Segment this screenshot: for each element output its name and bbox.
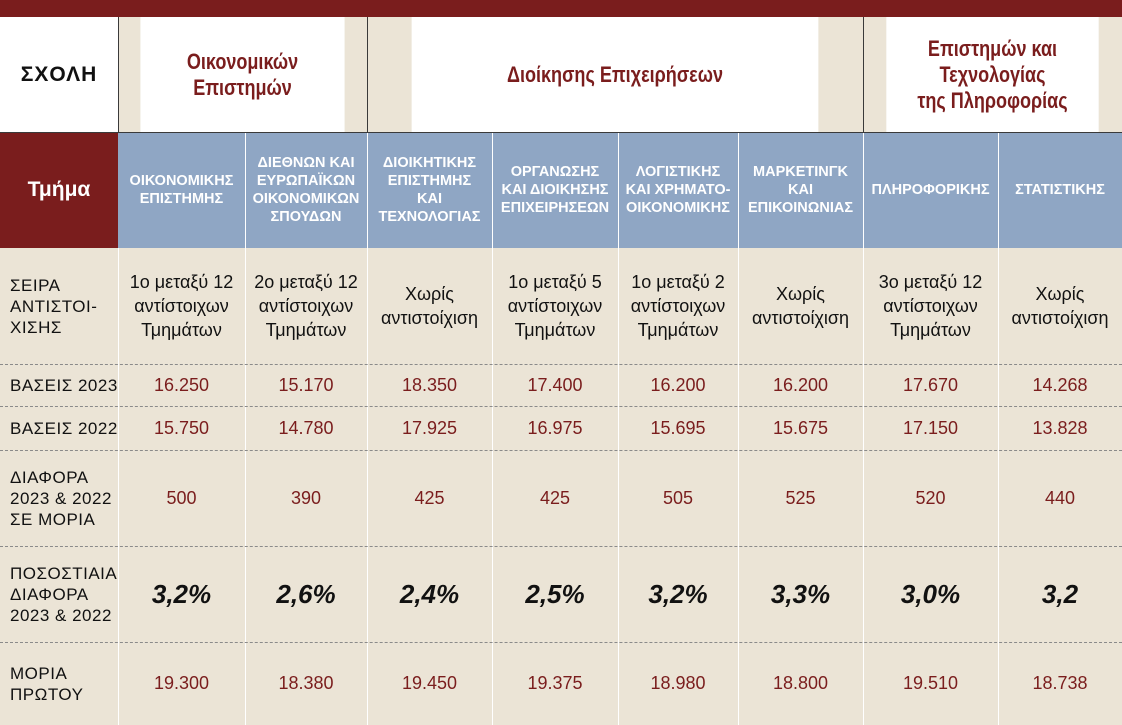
dept-economics: ΟΙΚΟΝΟΜΙΚΗΣ ΕΠΙΣΤΗΜΗΣ: [118, 132, 245, 248]
base-2023-cell: 18.350: [401, 374, 458, 395]
row-divider: [0, 546, 1122, 547]
base-2022-cell: 17.150: [902, 417, 959, 438]
base-2023-cell: 16.250: [153, 374, 210, 395]
row-label-top-score: ΜΟΡΙΑ ΠΡΩΤΟΥ: [10, 663, 84, 704]
column-divider: [367, 132, 368, 248]
top-score-cell: 19.510: [902, 673, 959, 693]
column-divider: [492, 248, 493, 725]
top-band: [0, 0, 1122, 17]
top-score-cell: 19.300: [153, 673, 210, 693]
school-economics: Οικονομικών Επιστημών: [140, 17, 345, 132]
ranking-cell: Χωρίς αντιστοίχιση: [751, 284, 850, 328]
column-divider: [245, 132, 246, 248]
column-divider: [998, 132, 999, 248]
base-2022-cell: 13.828: [1032, 417, 1088, 438]
dept-informatics: ΠΛΗΡΟΦΟΡΙΚΗΣ: [863, 132, 998, 248]
base-2022-cell: 15.750: [153, 417, 210, 438]
base-2022-cell: 17.925: [401, 417, 458, 438]
base-2022-cell: 16.975: [527, 417, 583, 438]
school-divider: [863, 17, 864, 132]
school-information-technology: Επιστημών και Τεχνολογίας της Πληροφορία…: [886, 17, 1099, 132]
top-score-cell: 19.450: [401, 673, 458, 693]
base-2022-cell: 15.695: [650, 417, 706, 438]
dept-business-administration: ΟΡΓΑΝΩΣΗΣ ΚΑΙ ΔΙΟΙΚΗΣΗΣ ΕΠΙΧΕΙΡΗΣΕΩΝ: [492, 132, 618, 248]
column-divider: [245, 248, 246, 725]
column-divider: [118, 248, 119, 725]
column-divider: [492, 132, 493, 248]
base-2022-cell: 15.675: [772, 417, 829, 438]
top-score-cell: 18.800: [772, 673, 829, 693]
column-divider: [863, 248, 864, 725]
base-2022-cell: 14.780: [278, 417, 334, 438]
difference-cell: 525: [785, 487, 816, 508]
ranking-cell: 2ο μεταξύ 12 αντίστοιχων Τμημάτων: [254, 272, 358, 340]
column-divider: [998, 248, 999, 725]
percentage-cell: 2,5%: [525, 578, 585, 609]
school-business-administration: Διοίκησης Επιχειρήσεων: [411, 17, 819, 132]
top-score-cell: 18.738: [1032, 673, 1088, 693]
row-label-base-2022: ΒΑΣΕΙΣ 2022: [10, 418, 118, 438]
difference-cell: 440: [1044, 487, 1076, 508]
dept-international-european-studies: ΔΙΕΘΝΩΝ ΚΑΙ ΕΥΡΩΠΑΪΚΩΝ ΟΙΚΟΝΟΜΙΚΩΝ ΣΠΟΥΔ…: [245, 132, 367, 248]
row-divider: [0, 642, 1122, 643]
difference-cell: 505: [662, 487, 694, 508]
column-divider: [618, 248, 619, 725]
base-2023-cell: 14.268: [1032, 374, 1088, 395]
row-label-difference: ΔΙΑΦΟΡΑ 2023 & 2022 ΣΕ ΜΟΡΙΑ: [10, 467, 112, 529]
base-2023-cell: 17.400: [527, 374, 583, 395]
percentage-cell: 3,2%: [151, 578, 212, 609]
base-2023-cell: 16.200: [772, 374, 829, 395]
row-label-percentage: ΠΟΣΟΣΤΙΑΙΑ ΔΙΑΦΟΡΑ 2023 & 2022: [10, 563, 118, 625]
base-2023-cell: 15.170: [278, 374, 334, 395]
row-divider: [0, 450, 1122, 451]
ranking-cell: 1ο μεταξύ 12 αντίστοιχων Τμημάτων: [129, 272, 234, 340]
percentage-cell: 2,6%: [276, 578, 336, 609]
difference-cell: 390: [290, 487, 322, 508]
row-label-ranking: ΣΕΙΡΑ ΑΝΤΙΣΤΟΙ- ΧΙΣΗΣ: [10, 275, 98, 337]
column-divider: [738, 248, 739, 725]
dept-management-science-technology: ΔΙΟΙΚΗΤΙΚΗΣ ΕΠΙΣΤΗΜΗΣ ΚΑΙ ΤΕΧΝΟΛΟΓΙΑΣ: [367, 132, 492, 248]
column-divider: [618, 132, 619, 248]
dept-header-label: Τμήμα: [0, 132, 118, 248]
ranking-cell: 1ο μεταξύ 5 αντίστοιχων Τμημάτων: [507, 272, 603, 340]
top-score-cell: 18.980: [650, 673, 706, 693]
difference-cell: 425: [539, 487, 571, 508]
top-score-cell: 19.375: [527, 673, 583, 693]
school-header-label: ΣΧΟΛΗ: [0, 17, 118, 132]
top-score-cell: 18.380: [278, 673, 334, 693]
dept-accounting-finance: ΛΟΓΙΣΤΙΚΗΣ ΚΑΙ ΧΡΗΜΑΤΟ- ΟΙΚΟΝΟΜΙΚΗΣ: [618, 132, 738, 248]
school-divider: [367, 17, 368, 132]
column-divider: [367, 248, 368, 725]
ranking-cell: 3ο μεταξύ 12 αντίστοιχων Τμημάτων: [878, 272, 983, 340]
base-2023-cell: 16.200: [650, 374, 706, 395]
ranking-cell: Χωρίς αντιστοίχιση: [380, 284, 479, 328]
percentage-cell: 3,3%: [770, 578, 831, 609]
row-divider: [0, 406, 1122, 407]
dept-statistics: ΣΤΑΤΙΣΤΙΚΗΣ: [998, 132, 1122, 248]
row-divider: [0, 364, 1122, 365]
percentage-cell: 3,0%: [900, 578, 961, 609]
column-divider: [738, 132, 739, 248]
ranking-cell: 1ο μεταξύ 2 αντίστοιχων Τμημάτων: [630, 272, 726, 340]
difference-cell: 520: [915, 487, 946, 508]
difference-cell: 425: [414, 487, 445, 508]
school-divider: [118, 17, 119, 132]
ranking-cell: Χωρίς αντιστοίχιση: [1011, 284, 1109, 328]
percentage-cell: 3,2%: [648, 578, 708, 609]
column-divider: [863, 132, 864, 248]
percentage-cell: 3,2: [1041, 578, 1079, 609]
row-label-base-2023: ΒΑΣΕΙΣ 2023: [10, 375, 118, 395]
difference-cell: 500: [166, 487, 197, 508]
dept-marketing-communication: ΜΑΡΚΕΤΙΝΓΚ ΚΑΙ ΕΠΙΚΟΙΝΩΝΙΑΣ: [738, 132, 863, 248]
row-divider: [0, 132, 1122, 133]
base-2023-cell: 17.670: [902, 374, 959, 395]
percentage-cell: 2,4%: [399, 578, 460, 609]
